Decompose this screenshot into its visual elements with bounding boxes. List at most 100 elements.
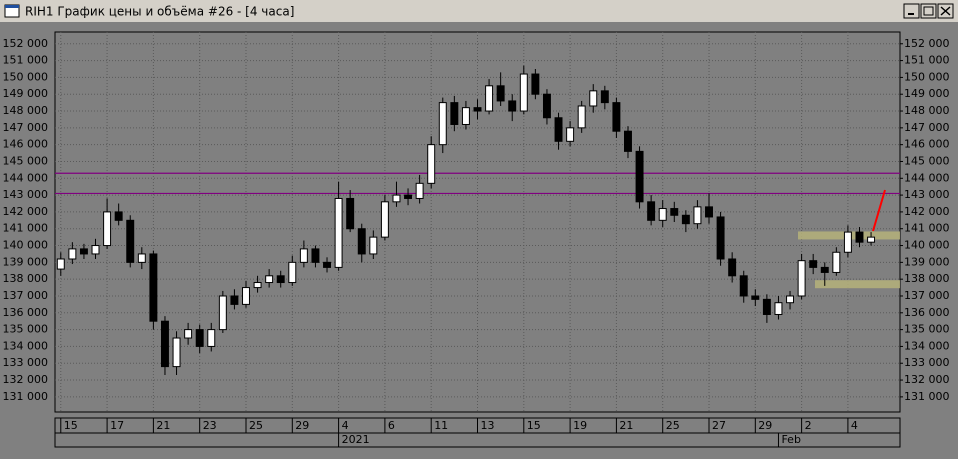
candle-body <box>577 105 586 129</box>
y-tick-label-right: 150 000 <box>904 70 950 83</box>
candle-body <box>323 261 331 268</box>
candle-body <box>415 182 424 199</box>
candle-body <box>612 102 621 132</box>
candle-body <box>392 194 401 203</box>
y-tick-label-left: 151 000 <box>3 54 49 67</box>
candle-body <box>369 236 378 255</box>
candle-body <box>635 150 644 203</box>
x-tick-label: 4 <box>851 419 858 432</box>
y-tick-label-left: 141 000 <box>3 222 49 235</box>
candle-body <box>820 266 829 273</box>
y-tick-label-right: 146 000 <box>904 138 950 151</box>
candle-body <box>288 261 297 284</box>
candle-body <box>103 211 112 247</box>
candle-body <box>589 90 598 107</box>
candle-body <box>508 100 517 112</box>
candle-body <box>79 248 88 255</box>
candle-body <box>867 236 876 243</box>
candle-body <box>774 302 783 315</box>
candle-body <box>357 228 366 255</box>
y-tick-label-right: 144 000 <box>904 171 950 184</box>
candle-body <box>380 201 389 238</box>
candle-body <box>137 253 146 263</box>
minimize-button[interactable] <box>903 3 920 19</box>
candle-body <box>832 251 841 273</box>
candle-body <box>843 231 852 253</box>
candle-body <box>276 275 285 284</box>
y-tick-label-left: 146 000 <box>3 138 49 151</box>
y-tick-label-left: 136 000 <box>3 306 49 319</box>
y-tick-label-left: 143 000 <box>3 188 49 201</box>
candle-body <box>404 194 413 199</box>
y-tick-label-right: 143 000 <box>904 188 950 201</box>
candle-body <box>242 287 250 305</box>
candle-body <box>114 211 123 221</box>
x-tick-label: 29 <box>758 419 772 432</box>
candle-body <box>473 107 482 112</box>
y-tick-label-right: 145 000 <box>904 154 950 167</box>
y-tick-label-left: 150 000 <box>3 70 49 83</box>
candle-body <box>299 248 308 263</box>
y-tick-label-right: 152 000 <box>904 37 950 50</box>
price-zone <box>815 280 900 289</box>
candles <box>56 65 876 376</box>
candle-body <box>809 260 818 268</box>
candle-body <box>531 73 540 95</box>
y-tick-label-right: 149 000 <box>904 87 950 100</box>
period-label: Feb <box>781 433 800 446</box>
period-label: 2021 <box>342 433 370 446</box>
y-tick-label-left: 152 000 <box>3 37 49 50</box>
window-buttons[interactable] <box>903 3 954 19</box>
candle-body <box>253 282 262 289</box>
x-tick-label: 11 <box>434 419 448 432</box>
candle-body <box>600 90 609 104</box>
x-tick-label: 4 <box>342 419 349 432</box>
y-tick-label-right: 142 000 <box>904 205 950 218</box>
y-tick-label-left: 137 000 <box>3 289 49 302</box>
candle-body <box>647 201 656 221</box>
y-tick-label-left: 149 000 <box>3 87 49 100</box>
candle-body <box>149 253 158 322</box>
candle-body <box>566 127 575 142</box>
candle-body <box>658 208 667 221</box>
candle-body <box>160 320 169 368</box>
candle-body <box>485 85 494 112</box>
candle-body <box>195 329 204 347</box>
y-tick-label-left: 148 000 <box>3 104 49 117</box>
y-tick-label-left: 132 000 <box>3 373 49 386</box>
drawn-arrow <box>872 189 886 232</box>
y-tick-label-right: 138 000 <box>904 272 950 285</box>
y-tick-label-left: 142 000 <box>3 205 49 218</box>
candle-body <box>751 295 760 300</box>
y-tick-label-right: 139 000 <box>904 255 950 268</box>
candle-body <box>461 107 470 125</box>
candle-body <box>855 231 864 243</box>
candle-body <box>126 219 135 263</box>
y-tick-label-left: 134 000 <box>3 339 49 352</box>
y-tick-label-right: 135 000 <box>904 323 950 336</box>
maximize-icon <box>923 6 934 16</box>
y-tick-label-left: 138 000 <box>3 272 49 285</box>
y-tick-label-right: 147 000 <box>904 121 950 134</box>
maximize-button[interactable] <box>920 3 937 19</box>
y-tick-label-left: 147 000 <box>3 121 49 134</box>
candle-body <box>624 130 632 152</box>
y-tick-label-left: 131 000 <box>3 390 49 403</box>
candle-body <box>705 206 713 218</box>
candle-body <box>681 214 690 225</box>
x-tick-label: 17 <box>110 419 124 432</box>
candle-body <box>184 329 193 339</box>
x-tick-label: 21 <box>156 419 170 432</box>
candle-body <box>797 260 806 297</box>
window-title: RIH1 График цены и объёма #26 - [4 часа] <box>25 5 294 19</box>
candle-body <box>207 329 216 347</box>
grid <box>55 32 900 412</box>
candle-body <box>496 85 505 102</box>
y-tick-label-right: 132 000 <box>904 373 950 386</box>
y-tick-label-left: 133 000 <box>3 356 49 369</box>
y-tick-label-right: 140 000 <box>904 239 950 252</box>
candle-body <box>762 298 771 315</box>
candle-body <box>311 248 320 263</box>
y-tick-label-right: 131 000 <box>904 390 950 403</box>
